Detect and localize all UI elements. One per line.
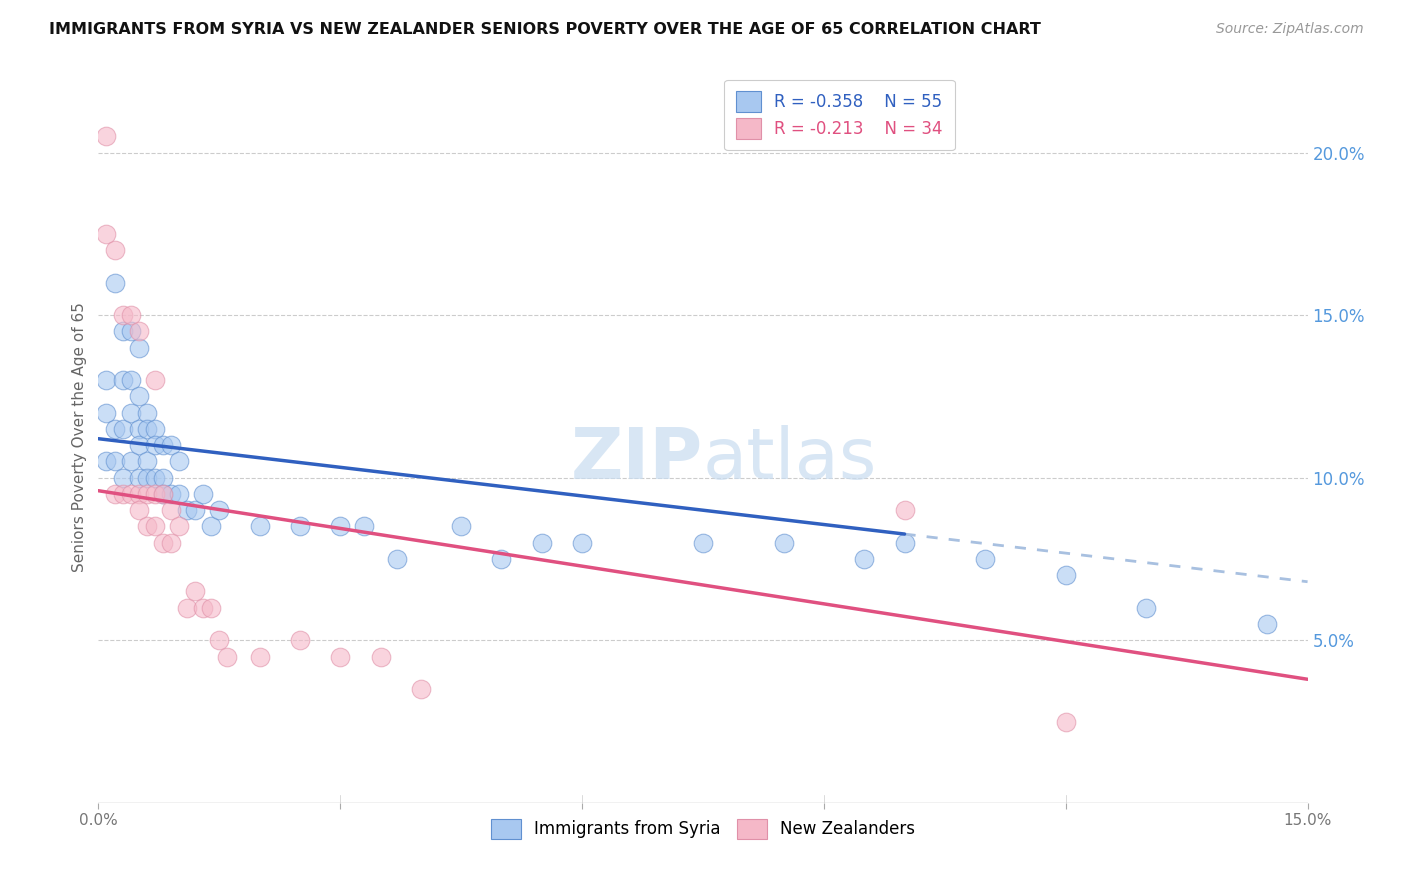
Point <box>103 422 125 436</box>
Point <box>96 227 118 241</box>
Point <box>450 519 472 533</box>
Point <box>329 519 352 533</box>
Point <box>167 487 190 501</box>
Point <box>135 471 157 485</box>
Point <box>143 422 166 436</box>
Point <box>208 503 231 517</box>
Point <box>200 519 222 533</box>
Point <box>103 243 125 257</box>
Point <box>103 487 125 501</box>
Point <box>353 519 375 533</box>
Point <box>152 487 174 501</box>
Point <box>160 535 183 549</box>
Point <box>1256 617 1278 632</box>
Text: Source: ZipAtlas.com: Source: ZipAtlas.com <box>1216 22 1364 37</box>
Point <box>176 503 198 517</box>
Point <box>143 487 166 501</box>
Point <box>120 325 142 339</box>
Point <box>893 535 915 549</box>
Point <box>370 649 392 664</box>
Point <box>193 600 215 615</box>
Point <box>853 552 876 566</box>
Point <box>152 438 174 452</box>
Point <box>200 600 222 615</box>
Point <box>288 519 311 533</box>
Point <box>160 487 183 501</box>
Point <box>135 519 157 533</box>
Point <box>167 519 190 533</box>
Point <box>143 438 166 452</box>
Point <box>893 503 915 517</box>
Point <box>128 471 150 485</box>
Point <box>103 276 125 290</box>
Point <box>128 487 150 501</box>
Point <box>152 535 174 549</box>
Point <box>135 406 157 420</box>
Point <box>135 487 157 501</box>
Text: atlas: atlas <box>703 425 877 493</box>
Point <box>193 487 215 501</box>
Point <box>184 584 207 599</box>
Point <box>692 535 714 549</box>
Point <box>249 649 271 664</box>
Y-axis label: Seniors Poverty Over the Age of 65: Seniors Poverty Over the Age of 65 <box>72 302 87 572</box>
Point <box>111 373 134 387</box>
Point <box>128 341 150 355</box>
Point <box>329 649 352 664</box>
Point <box>128 422 150 436</box>
Point <box>167 454 190 468</box>
Point <box>120 487 142 501</box>
Point <box>120 308 142 322</box>
Point <box>208 633 231 648</box>
Point <box>974 552 997 566</box>
Point <box>111 487 134 501</box>
Point <box>96 454 118 468</box>
Point <box>152 487 174 501</box>
Point <box>176 600 198 615</box>
Point <box>128 389 150 403</box>
Point <box>160 503 183 517</box>
Point <box>111 471 134 485</box>
Point <box>96 406 118 420</box>
Point <box>120 406 142 420</box>
Point <box>530 535 553 549</box>
Point <box>409 681 432 696</box>
Point <box>103 454 125 468</box>
Point <box>135 422 157 436</box>
Point <box>772 535 794 549</box>
Point <box>1135 600 1157 615</box>
Text: ZIP: ZIP <box>571 425 703 493</box>
Point <box>288 633 311 648</box>
Point <box>217 649 239 664</box>
Point <box>96 129 118 144</box>
Text: IMMIGRANTS FROM SYRIA VS NEW ZEALANDER SENIORS POVERTY OVER THE AGE OF 65 CORREL: IMMIGRANTS FROM SYRIA VS NEW ZEALANDER S… <box>49 22 1040 37</box>
Point <box>152 471 174 485</box>
Point <box>111 422 134 436</box>
Point <box>184 503 207 517</box>
Point <box>111 325 134 339</box>
Point <box>111 308 134 322</box>
Point <box>385 552 408 566</box>
Point <box>96 373 118 387</box>
Point <box>143 471 166 485</box>
Point <box>143 519 166 533</box>
Legend: Immigrants from Syria, New Zealanders: Immigrants from Syria, New Zealanders <box>484 812 922 846</box>
Point <box>135 454 157 468</box>
Point <box>1054 568 1077 582</box>
Point <box>120 373 142 387</box>
Text: 0.0%: 0.0% <box>79 813 118 828</box>
Point <box>160 438 183 452</box>
Point <box>143 373 166 387</box>
Text: 15.0%: 15.0% <box>1284 813 1331 828</box>
Point <box>120 454 142 468</box>
Point <box>128 438 150 452</box>
Point <box>1054 714 1077 729</box>
Point <box>128 325 150 339</box>
Point <box>491 552 513 566</box>
Point <box>249 519 271 533</box>
Point <box>571 535 593 549</box>
Point <box>128 503 150 517</box>
